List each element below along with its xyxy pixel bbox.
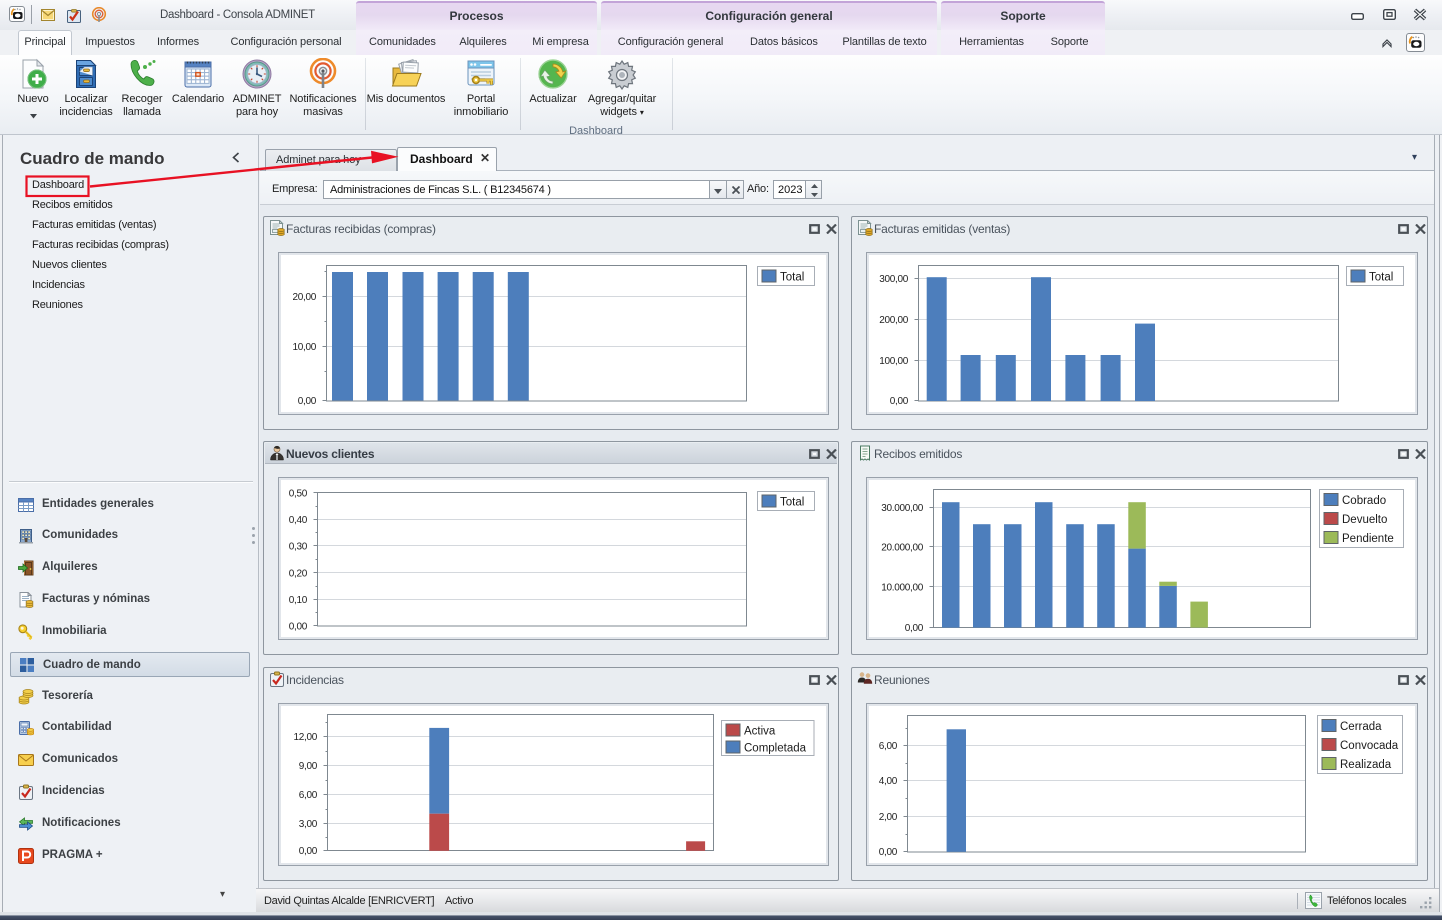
svg-text:Total: Total <box>780 272 804 284</box>
svg-text:6,00: 6,00 <box>299 790 318 801</box>
svg-text:10,00: 10,00 <box>292 342 316 353</box>
svg-text:3,00: 3,00 <box>299 819 318 830</box>
svg-text:2,00: 2,00 <box>879 812 898 823</box>
svg-text:Total: Total <box>780 497 804 509</box>
svg-text:0,00: 0,00 <box>298 396 317 407</box>
svg-text:0,00: 0,00 <box>289 622 308 633</box>
svg-text:Activa: Activa <box>744 726 776 738</box>
svg-text:10.000,00: 10.000,00 <box>881 583 924 594</box>
svg-text:0,50: 0,50 <box>289 489 308 500</box>
svg-text:Cerrada: Cerrada <box>1340 721 1382 733</box>
svg-text:300,00: 300,00 <box>879 274 909 285</box>
svg-text:0,30: 0,30 <box>289 542 308 553</box>
svg-text:Devuelto: Devuelto <box>1342 514 1387 526</box>
svg-text:4,00: 4,00 <box>879 776 898 787</box>
svg-text:Realizada: Realizada <box>1340 759 1392 771</box>
svg-text:0,00: 0,00 <box>299 846 318 857</box>
svg-text:20,00: 20,00 <box>292 292 316 303</box>
svg-text:0,00: 0,00 <box>890 396 909 407</box>
svg-text:Total: Total <box>1369 272 1393 284</box>
svg-text:9,00: 9,00 <box>299 761 318 772</box>
svg-text:6,00: 6,00 <box>879 741 898 752</box>
svg-text:Pendiente: Pendiente <box>1342 533 1394 545</box>
svg-text:12,00: 12,00 <box>293 732 317 743</box>
svg-text:200,00: 200,00 <box>879 315 909 326</box>
svg-text:Cobrado: Cobrado <box>1342 495 1386 507</box>
svg-text:20.000,00: 20.000,00 <box>881 543 924 554</box>
svg-text:Completada: Completada <box>744 743 807 755</box>
svg-text:0,20: 0,20 <box>289 569 308 580</box>
svg-text:100,00: 100,00 <box>879 356 909 367</box>
svg-text:0,10: 0,10 <box>289 595 308 606</box>
svg-text:0,40: 0,40 <box>289 515 308 526</box>
svg-text:0,00: 0,00 <box>905 623 924 634</box>
svg-text:Convocada: Convocada <box>1340 740 1399 752</box>
svg-text:30.000,00: 30.000,00 <box>881 503 924 514</box>
svg-text:0,00: 0,00 <box>879 847 898 858</box>
